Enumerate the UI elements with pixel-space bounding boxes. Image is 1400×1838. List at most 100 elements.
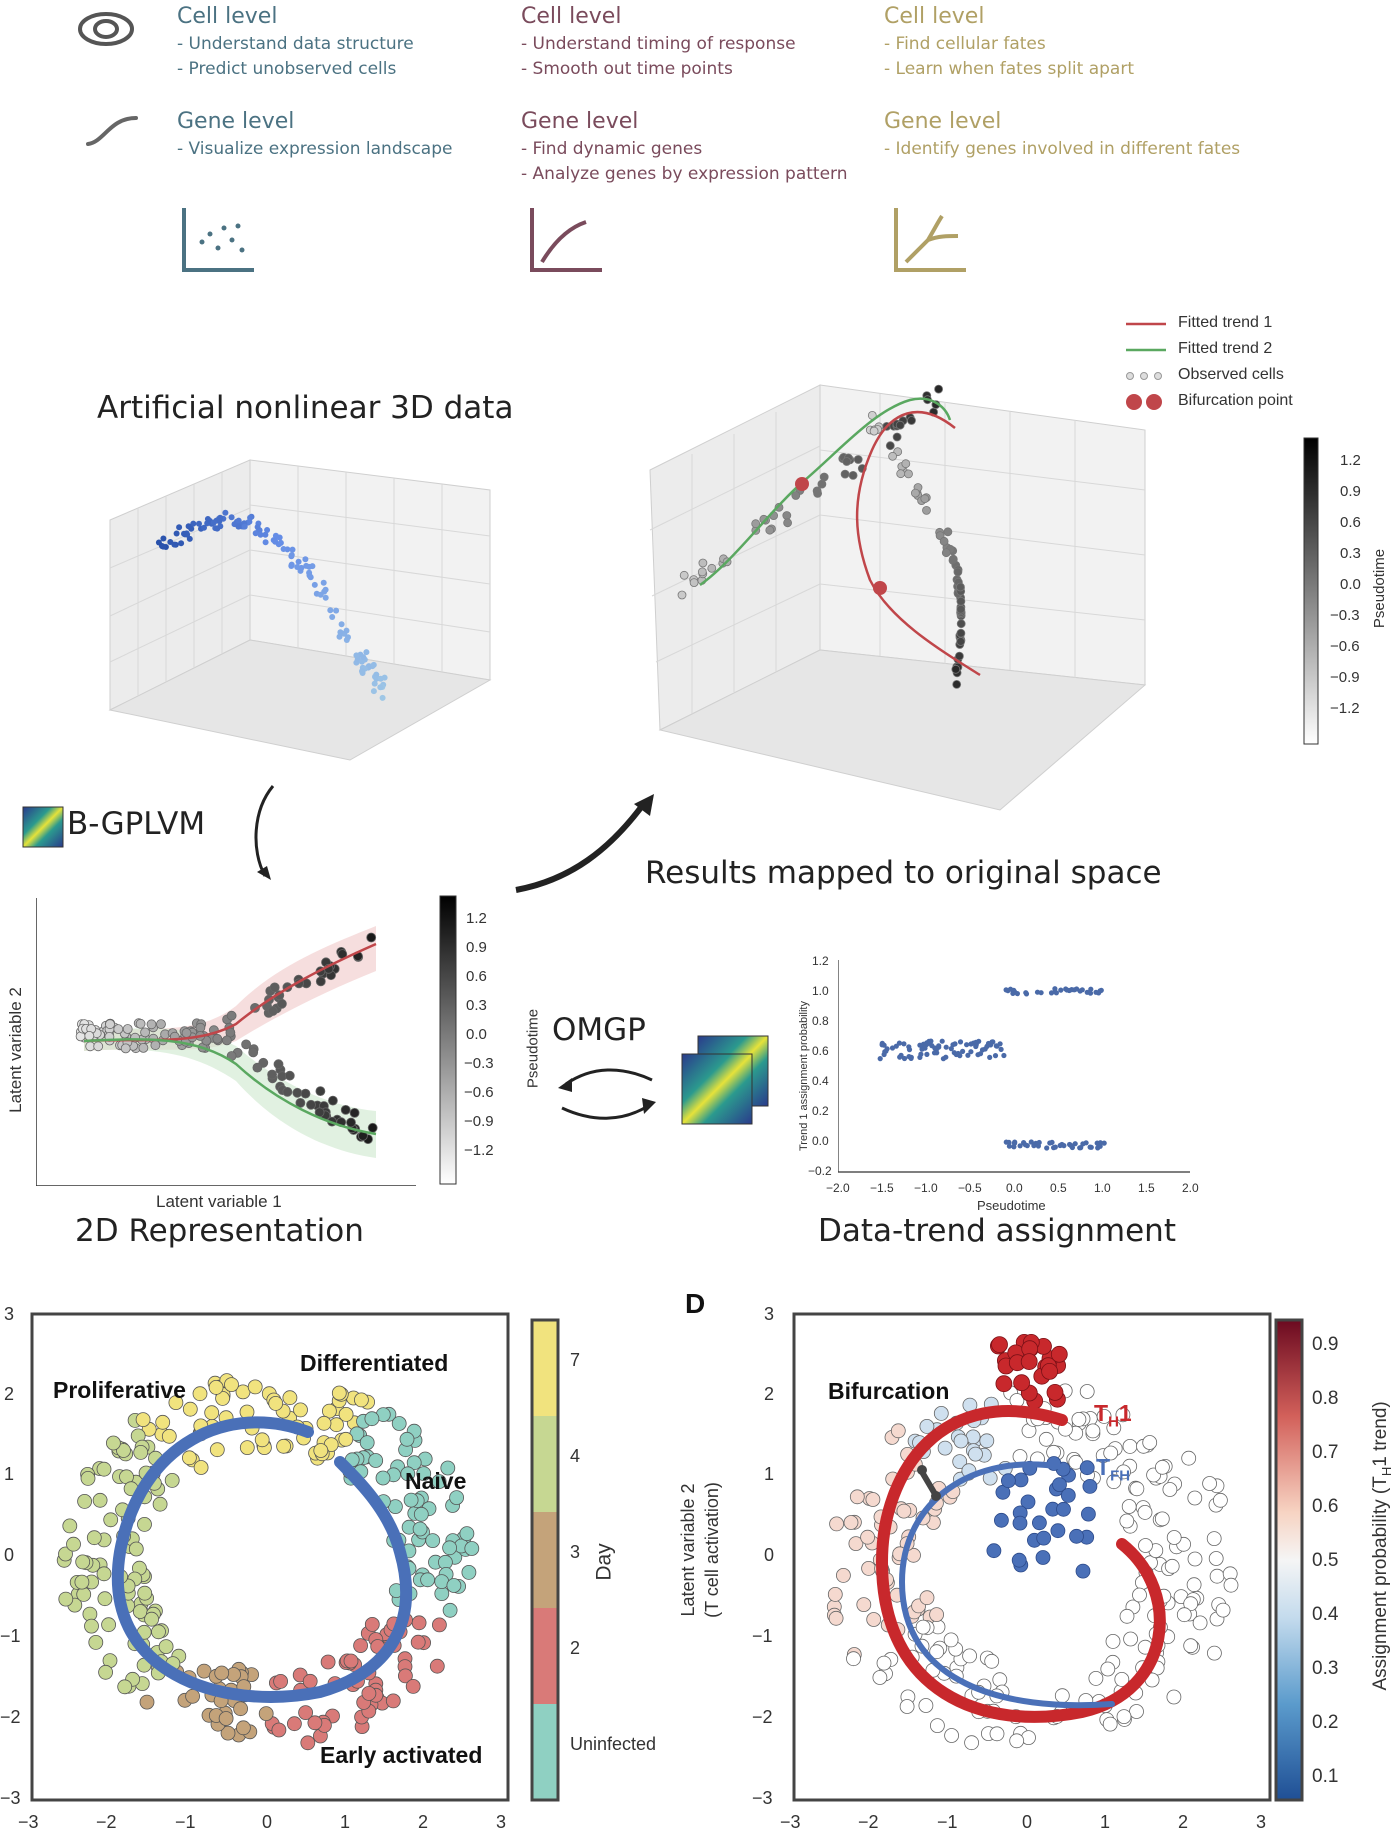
artificial-point (306, 569, 313, 576)
artificial-points (155, 509, 388, 701)
assignment-colorbar-title: Assignment probability (TH1 trend) (1370, 1376, 1394, 1716)
latent-point (113, 1024, 124, 1035)
assignment-label: Data-trend assignment (818, 1213, 1176, 1249)
day-cell (116, 1443, 131, 1458)
assign-ytick-6: 0.0 (812, 1134, 829, 1148)
assign-xtick-1: −1.5 (870, 1181, 894, 1195)
day-cell (307, 1715, 323, 1731)
th-cell (1105, 1633, 1121, 1649)
latent-point (146, 1019, 157, 1030)
assign-xtick-2: −1.0 (914, 1181, 938, 1195)
th-cell (944, 1728, 960, 1743)
col2-cell-item-1: - Understand timing of response (521, 34, 796, 54)
right-ytick-4: −1 (752, 1626, 773, 1646)
artificial-point (302, 556, 309, 563)
legend-marks (1126, 322, 1166, 410)
day-cell (302, 1673, 318, 1689)
left-ytick-6: −3 (0, 1788, 21, 1808)
th-cell (1187, 1551, 1203, 1567)
day-cell (164, 1472, 180, 1488)
th-cell (953, 1433, 969, 1449)
latent-point (138, 1042, 149, 1053)
artificial-point (214, 525, 221, 532)
fitted-trend-2-3d (699, 397, 952, 587)
col2-gene-item-1: - Find dynamic genes (521, 139, 703, 159)
day-cell (440, 1460, 456, 1476)
acb-tick-4: 0.5 (1312, 1550, 1339, 1571)
pseudotime-label-3d: Pseudotime (1371, 548, 1389, 629)
acb-tick-2: 0.7 (1312, 1442, 1339, 1463)
cb3d-tick-4: 0.0 (1340, 576, 1361, 593)
day-cell (117, 1679, 133, 1695)
artificial-point (190, 520, 197, 527)
observed-cell (869, 426, 879, 436)
label-early-activated: Early activated (320, 1742, 483, 1768)
assign-yticks: 1.2 1.0 0.8 0.6 0.4 0.2 0.0 −0.2 (808, 954, 838, 1184)
day-colorbar (530, 1318, 560, 1802)
day-cell (58, 1546, 73, 1562)
day-cell (273, 1673, 289, 1689)
assign-ytick-2: 0.8 (812, 1014, 829, 1028)
artificial-point (311, 581, 318, 588)
day-cell (155, 1414, 171, 1430)
observed-cell (853, 455, 863, 464)
assignment-point (992, 1053, 999, 1059)
latent-point (349, 1107, 360, 1118)
artificial-point (201, 524, 207, 531)
day-cell (181, 1450, 197, 1466)
th-cell (1054, 1688, 1070, 1704)
cb3d-tick-1: 0.9 (1340, 483, 1361, 500)
latent-point (105, 1019, 115, 1030)
tfh-cell (1012, 1515, 1028, 1531)
day-cell (397, 1668, 413, 1684)
day-cell (403, 1492, 419, 1508)
artificial-point (377, 684, 384, 691)
latent-point (221, 1035, 232, 1046)
tfh-cell (1060, 1487, 1076, 1503)
th-cell (1123, 1631, 1139, 1647)
artificial-point (338, 621, 345, 628)
left-xtick-5: 2 (418, 1812, 429, 1832)
artificial-point (371, 680, 378, 687)
day-cell (185, 1688, 201, 1704)
col2-gene-item-2: - Analyze genes by expression pattern (521, 164, 848, 184)
right-ytick-3: 0 (764, 1545, 775, 1565)
assignment-point (1001, 1052, 1007, 1059)
day-cell (128, 1541, 144, 1557)
th-cell (929, 1718, 945, 1734)
day-cell (442, 1602, 458, 1618)
assignment-point (1088, 1144, 1094, 1150)
assignment-point (932, 1045, 938, 1051)
assignment-colorbar-ticks: 0.9 0.8 0.7 0.6 0.5 0.4 0.3 0.2 0.1 (1312, 1334, 1352, 1794)
label-tfh-t: T (1096, 1454, 1111, 1480)
col2-gene-title: Gene level (521, 109, 639, 134)
th1-cell (991, 1336, 1008, 1353)
th-cell (1166, 1530, 1182, 1545)
right-ytick-6: −3 (752, 1788, 773, 1808)
assignment-point (998, 1046, 1004, 1052)
acb-tick-0: 0.9 (1312, 1334, 1339, 1355)
artificial-point (358, 658, 365, 665)
cb2d-tick-6: −0.6 (464, 1084, 494, 1101)
latent-point (276, 998, 287, 1009)
day-cell (293, 1402, 308, 1418)
day-cell (442, 1540, 458, 1556)
fitted-trend-1-3d (855, 410, 981, 677)
legend-observed-cells: Observed cells (1178, 366, 1284, 383)
observed-cell (934, 384, 944, 394)
cb2d-tick-3: 0.3 (466, 997, 487, 1014)
artificial-point (254, 524, 261, 530)
day-latent-plot (30, 1312, 510, 1802)
assignment-point (1022, 1142, 1028, 1148)
day-cell (316, 1415, 332, 1431)
day-cell (182, 1401, 198, 1417)
observed-cell (948, 554, 958, 564)
th-cell (1181, 1450, 1197, 1466)
assignment-point (1044, 1145, 1050, 1151)
latent-point (282, 1086, 293, 1097)
swap-arrows (558, 1068, 656, 1120)
assignment-point (943, 1054, 949, 1060)
th-cell (1119, 1608, 1135, 1624)
th1-cell (1050, 1345, 1068, 1363)
day-cell (391, 1416, 407, 1431)
